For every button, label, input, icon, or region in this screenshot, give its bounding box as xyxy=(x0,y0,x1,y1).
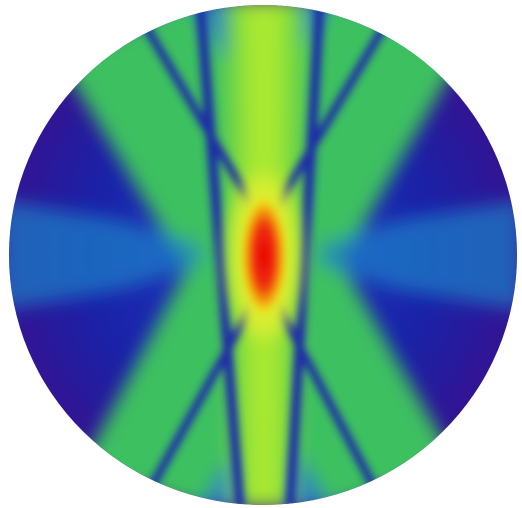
hot-spot xyxy=(242,198,286,314)
disk xyxy=(0,0,522,508)
page: {} xyxy=(0,0,522,508)
field-plot xyxy=(0,0,522,508)
